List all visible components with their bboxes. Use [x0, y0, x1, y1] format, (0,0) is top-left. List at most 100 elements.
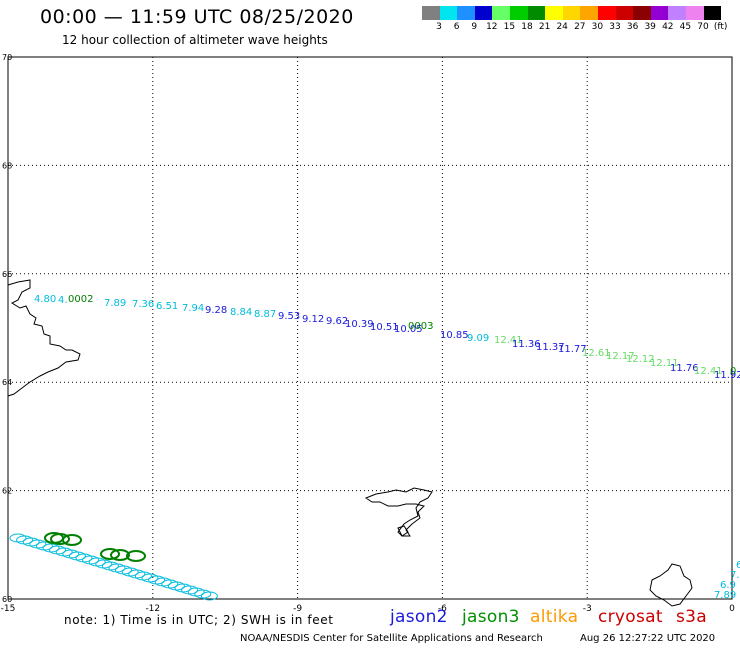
color-swatch: [457, 6, 475, 20]
swh-value-label: 7.89: [714, 590, 736, 601]
lon-tick-label: -3: [583, 604, 592, 614]
color-scale-label: 18: [521, 22, 533, 32]
lat-tick-label: 60: [2, 595, 12, 604]
color-scale-bar: [422, 6, 722, 20]
color-swatch: [685, 6, 704, 20]
satellite-legend-item: jason2: [390, 607, 448, 627]
units-note: note: 1) Time is in UTC; 2) SWH is in fe…: [64, 613, 334, 627]
map-title: 00:00 — 11:59 UTC 08/25/2020: [40, 6, 354, 28]
color-swatch: [527, 6, 546, 20]
track-point: [62, 534, 82, 546]
swh-value-label: 0003: [408, 321, 433, 332]
satellite-legend-item: jason3: [462, 607, 520, 627]
color-swatch: [597, 6, 616, 20]
color-swatch: [650, 6, 669, 20]
color-scale-label: 39: [644, 22, 656, 32]
faroe-islands: [364, 487, 433, 537]
color-scale-label: 70: [697, 22, 709, 32]
swh-value-label: 12.11: [650, 358, 679, 369]
swh-value-label: 12.41: [494, 335, 523, 346]
swh-value-label: 0: [730, 366, 736, 377]
lat-tick-label: 70: [2, 53, 12, 62]
swh-value-label: 9.53: [278, 311, 300, 322]
swh-value-label: 10.51: [370, 322, 399, 333]
swh-value-label: 12.61: [582, 348, 611, 359]
color-swatch: [668, 6, 686, 20]
color-scale-label: 12: [486, 22, 498, 32]
color-scale-label: 45: [679, 22, 692, 32]
color-swatch: [492, 6, 510, 20]
swh-value-label: 7.36: [132, 299, 154, 310]
color-swatch: [703, 6, 722, 20]
lon-tick-label: -15: [1, 604, 16, 614]
lat-tick-label: 68: [2, 161, 12, 170]
swh-value-label: 12.41: [694, 366, 723, 377]
track-point: [50, 533, 70, 545]
lon-tick-label: -6: [438, 604, 447, 614]
color-scale-label: 24: [556, 22, 568, 32]
satellite-tracks: 4.80 4. 0002 7.89 7.36 6.51 7.94 9.28 8.84 8.87 9.…: [9, 294, 740, 601]
color-scale-label: 36: [626, 22, 639, 32]
lat-lon-grid: [7, 56, 733, 600]
track-point: [200, 591, 218, 601]
swh-value-label: 4.: [58, 295, 68, 306]
color-swatch: [633, 6, 651, 20]
swh-value-label: 11.37: [536, 342, 565, 353]
coastlines: [7, 279, 693, 607]
color-swatch: [545, 6, 563, 20]
color-scale-label: 3: [436, 22, 442, 32]
swh-value-label: 9.09: [467, 333, 489, 344]
satellite-legend-item: s3a: [676, 607, 707, 627]
axis-ticks: -15 -12 -9 -6 -3 0 70 68 66 64 62 60: [1, 53, 735, 614]
swh-value-label: 7.89: [104, 298, 126, 309]
color-swatch: [439, 6, 458, 20]
swh-value-label: 6: [736, 560, 740, 571]
color-swatch: [615, 6, 634, 20]
color-scale-label: 42: [662, 22, 674, 32]
color-scale-label: 21: [538, 22, 551, 32]
swh-value-label: 10.05: [394, 324, 423, 335]
swh-value-label: 12.12: [626, 354, 655, 365]
map-frame: [7, 56, 733, 600]
swh-value-label: 7.: [730, 570, 740, 581]
color-scale-label: 33: [609, 22, 621, 32]
lat-tick-label: 62: [2, 487, 12, 496]
swh-value-label: 8.84: [230, 307, 252, 318]
faroe-islet: [397, 525, 409, 537]
lon-tick-label: -12: [145, 604, 160, 614]
swh-value-label: 0002: [68, 294, 93, 305]
swh-value-label: 9.12: [302, 314, 324, 325]
swh-value-label: 9.62: [326, 316, 348, 327]
swh-value-label: 12.17: [606, 351, 635, 362]
swh-value-label: 7.94: [182, 303, 204, 314]
swh-value-label: 6.51: [156, 301, 178, 312]
swh-value-label: 11.76: [670, 363, 699, 374]
swh-value-label: 4.80: [34, 294, 56, 305]
swh-value-label: 9.28: [205, 305, 227, 316]
track-point: [126, 550, 146, 562]
iceland-coastline: [7, 279, 81, 397]
lon-tick-label: -9: [293, 604, 302, 614]
color-scale-label: 15: [503, 22, 516, 32]
swh-value-label: 11.92: [714, 370, 740, 381]
generated-timestamp: Aug 26 12:27:22 UTC 2020: [580, 633, 716, 644]
color-swatch: [509, 6, 528, 20]
lat-tick-label: 66: [2, 270, 12, 279]
color-swatch: [474, 6, 493, 20]
swh-value-label: 11.77: [558, 344, 587, 355]
color-swatch: [422, 6, 440, 20]
satellite-legend-item: cryosat: [598, 607, 663, 627]
swh-value-label: 8.87: [254, 309, 276, 320]
swh-value-label: 10.39: [345, 319, 374, 330]
lat-tick-label: 64: [2, 378, 12, 387]
map-subtitle: 12 hour collection of altimeter wave hei…: [62, 33, 328, 47]
swh-value-label: 11.36: [512, 339, 541, 350]
color-scale-label: 6: [453, 22, 460, 32]
swh-value-label: 10.85: [440, 330, 469, 341]
credit-line: NOAA/NESDIS Center for Satellite Applica…: [240, 633, 543, 644]
color-swatch: [580, 6, 598, 20]
swh-value-label: 6.9: [720, 580, 736, 591]
color-scale-label: 30: [591, 22, 604, 32]
color-swatch: [562, 6, 581, 20]
